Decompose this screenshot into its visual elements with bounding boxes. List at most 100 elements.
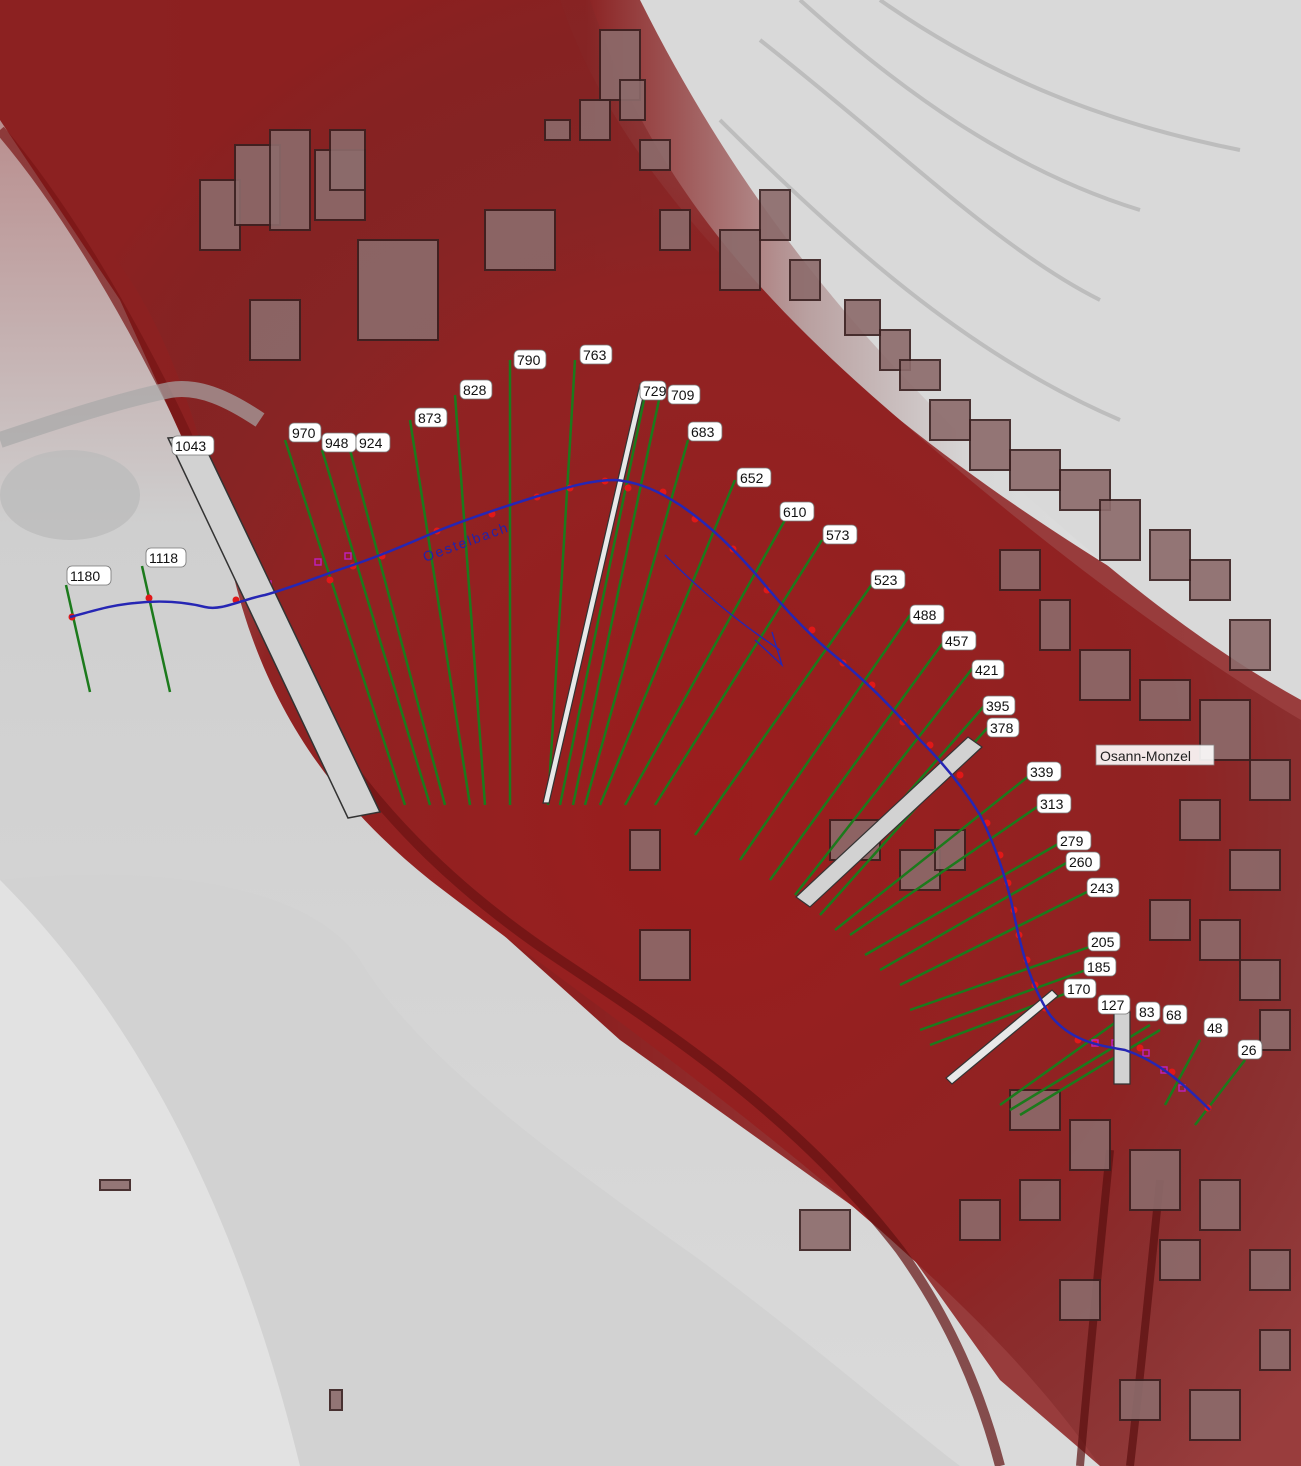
station-label-378[interactable]: 378 — [990, 720, 1014, 736]
cross-section-line-279[interactable] — [864, 838, 1066, 957]
station-label-610[interactable]: 610 — [783, 504, 807, 520]
station-label-83[interactable]: 83 — [1139, 1004, 1155, 1020]
station-label-763[interactable]: 763 — [583, 347, 607, 363]
station-label-bg — [579, 344, 613, 365]
building-footprint — [269, 129, 311, 231]
terrain-contour-terraces — [718, 0, 1241, 422]
cross-section-line-313[interactable] — [849, 803, 1041, 937]
station-label-488[interactable]: 488 — [913, 607, 937, 623]
river-centerline[interactable] — [69, 478, 1211, 1111]
cross-section-line-185[interactable] — [919, 963, 1101, 1032]
station-label-683[interactable]: 683 — [691, 424, 715, 440]
cross-section-line-729[interactable] — [558, 394, 647, 806]
cross-section-line-243[interactable] — [899, 886, 1096, 987]
cross-section-line-205[interactable] — [909, 943, 1096, 1012]
station-label-185[interactable]: 185 — [1087, 959, 1111, 975]
cross-section-line-573[interactable] — [653, 539, 824, 806]
station-label-1043[interactable]: 1043 — [175, 438, 206, 454]
station-label-421[interactable]: 421 — [975, 662, 999, 678]
building-footprint — [959, 1199, 1001, 1241]
building-footprint — [1199, 919, 1241, 961]
station-label-523[interactable]: 523 — [874, 572, 898, 588]
building-footprint — [1249, 1249, 1291, 1291]
station-label-bg — [1135, 1001, 1161, 1022]
station-label-652[interactable]: 652 — [740, 470, 764, 486]
station-label-bg — [513, 349, 547, 370]
cross-section-line-127[interactable] — [999, 1010, 1131, 1107]
station-label-1180[interactable]: 1180 — [70, 568, 100, 584]
station-label-873[interactable]: 873 — [418, 410, 442, 426]
station-label-790[interactable]: 790 — [517, 352, 541, 368]
station-label-bg — [909, 604, 945, 625]
station-label-68[interactable]: 68 — [1166, 1007, 1182, 1023]
station-label-573[interactable]: 573 — [826, 527, 850, 543]
building-footprint — [1079, 649, 1131, 701]
cross-section-line-457[interactable] — [768, 639, 947, 881]
building-footprint — [1009, 449, 1061, 491]
cross-section-line-1118[interactable] — [140, 565, 172, 693]
station-label-729[interactable]: 729 — [643, 383, 667, 399]
building-footprint — [1119, 1379, 1161, 1421]
building-footprint — [1149, 899, 1191, 941]
building-footprint — [1239, 959, 1281, 1001]
cross-section-line-683[interactable] — [583, 439, 690, 806]
station-label-243[interactable]: 243 — [1090, 880, 1114, 896]
structure-node-marker — [1160, 1066, 1168, 1074]
cross-section-line-873[interactable] — [408, 419, 472, 806]
cross-section-line-339[interactable] — [834, 774, 1031, 931]
station-label-205[interactable]: 205 — [1091, 934, 1115, 950]
cross-section-point-523 — [808, 626, 816, 634]
cross-section-point-68 — [1136, 1044, 1144, 1052]
cross-section-line-260[interactable] — [879, 860, 1069, 972]
station-label-260[interactable]: 260 — [1069, 854, 1093, 870]
station-label-457[interactable]: 457 — [945, 633, 969, 649]
station-label-924[interactable]: 924 — [359, 435, 383, 451]
cross-section-line-610[interactable] — [623, 519, 787, 806]
cross-section-point-970 — [326, 576, 334, 584]
cross-section-line-1180[interactable] — [64, 584, 92, 693]
cross-section-line-828[interactable] — [453, 394, 487, 806]
station-label-339[interactable]: 339 — [1030, 764, 1054, 780]
bridge-structure-378[interactable] — [795, 736, 983, 908]
station-label-bg — [736, 467, 772, 488]
cross-section-line-948[interactable] — [320, 449, 432, 806]
cross-section-line-26[interactable] — [1194, 1059, 1246, 1126]
station-label-948[interactable]: 948 — [325, 435, 349, 451]
buildings — [99, 29, 1291, 1441]
building-footprint — [1179, 799, 1221, 841]
station-label-48[interactable]: 48 — [1207, 1020, 1223, 1036]
station-label-bg — [1063, 978, 1097, 999]
cross-section-point-709 — [624, 484, 632, 492]
cross-section-line-763[interactable] — [546, 359, 577, 806]
cross-section-line-652[interactable] — [598, 479, 737, 806]
station-label-170[interactable]: 170 — [1067, 981, 1091, 997]
cross-section-line-421[interactable] — [794, 664, 976, 896]
station-label-127[interactable]: 127 — [1101, 997, 1125, 1013]
station-label-828[interactable]: 828 — [463, 382, 487, 398]
cross-section-line-970[interactable] — [283, 439, 407, 806]
building-footprint — [929, 399, 971, 441]
building-footprint — [1139, 679, 1191, 721]
building-footprint — [899, 359, 941, 391]
station-label-bg — [687, 421, 723, 442]
cross-section-line-48[interactable] — [1163, 1039, 1202, 1106]
cross-section-line-68[interactable] — [1019, 1028, 1161, 1117]
bridge-structure-170[interactable] — [945, 989, 1059, 1085]
cross-section-line-488[interactable] — [738, 614, 912, 861]
station-label-709[interactable]: 709 — [671, 387, 695, 403]
cross-section-line-709[interactable] — [571, 394, 662, 806]
station-label-970[interactable]: 970 — [292, 425, 316, 441]
structure-node-marker — [1142, 1049, 1150, 1057]
station-label-26[interactable]: 26 — [1241, 1042, 1257, 1058]
station-label-1118[interactable]: 1118 — [149, 550, 178, 566]
station-label-279[interactable]: 279 — [1060, 833, 1084, 849]
cross-section-line-523[interactable] — [693, 579, 877, 836]
station-label-313[interactable]: 313 — [1040, 796, 1064, 812]
station-label-395[interactable]: 395 — [986, 698, 1010, 714]
building-footprint — [659, 209, 691, 251]
station-label-bg — [1203, 1017, 1229, 1038]
cross-section-line-924[interactable] — [348, 449, 447, 806]
